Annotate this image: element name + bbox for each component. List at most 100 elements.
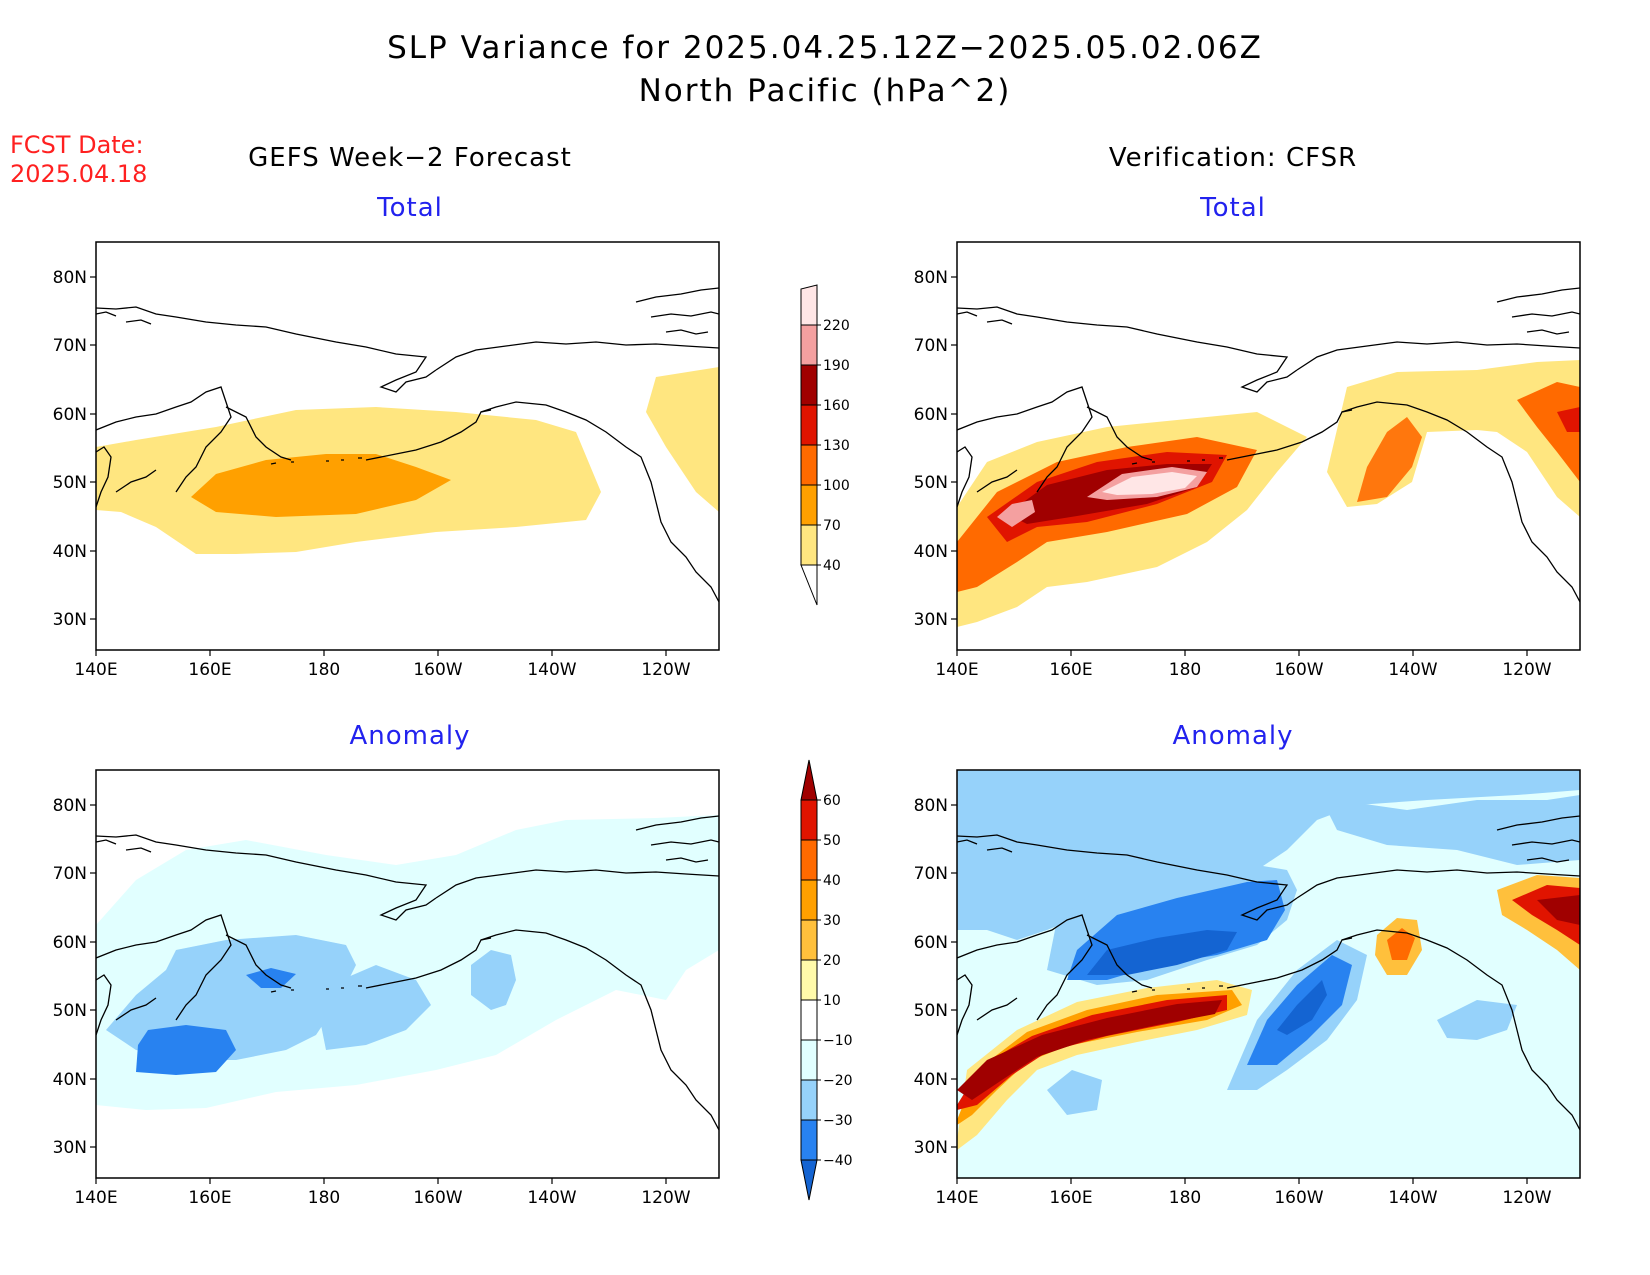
colorbar-total-label: 130 [823,438,850,454]
colorbar-anomaly-swatch [800,919,818,961]
row-label-total-right: Total [1200,193,1266,223]
colorbar-total-swatch [800,484,818,526]
lon-tick-label: 160W [413,660,462,680]
lon-tick-label: 160E [1049,660,1092,680]
lat-tick-label: 80N [53,268,87,288]
colorbar-anomaly-swatch [800,879,818,921]
colorbar-anomaly-label: −30 [823,1113,853,1129]
panel-verification-total [956,241,1581,651]
colorbar-total-label: 70 [823,518,841,534]
lat-tick-label: 70N [914,864,948,884]
colorbar-anomaly-swatch [800,1079,818,1121]
colorbar-anomaly-swatch [800,759,818,801]
lon-tick-label: 140W [527,660,576,680]
colorbar-anomaly-label: −40 [823,1153,853,1169]
lon-tick-label: 140E [74,660,117,680]
colorbar-total: 40 70 100 130 160 190 220 [800,284,850,606]
colorbar-anomaly-swatch [800,959,818,1001]
lat-tick-label: 50N [914,1001,948,1021]
colorbar-anomaly-swatch [800,1159,818,1201]
colorbar-total-swatch [800,324,818,366]
lon-tick-label: 140E [935,660,978,680]
lat-tick-label: 50N [53,473,87,493]
colorbar-anomaly: −40 −30 −20 −10 10 20 30 40 50 60 [800,759,853,1201]
lon-tick-label: 160E [188,1188,231,1208]
fcst-label: FCST Date: [10,131,144,159]
colorbar-anomaly-swatch [800,999,818,1041]
lat-tick-label: 30N [914,610,948,630]
lon-tick-label: 160E [1049,1188,1092,1208]
contour-40-east [646,367,719,512]
colorbar-total-swatch [800,444,818,486]
lat-tick-label: 30N [53,1138,87,1158]
colorbar-total-label: 160 [823,398,850,414]
lat-tick-label: 70N [914,336,948,356]
lon-tick-label: 120W [1502,1188,1551,1208]
colorbar-total-swatch [800,404,818,446]
lon-tick-label: 140W [1388,660,1437,680]
column-title-verification: Verification: CFSR [1108,143,1358,173]
lon-tick-label: 140W [527,1188,576,1208]
lon-tick-label: 180 [308,1188,340,1208]
lat-tick-label: 40N [53,542,87,562]
lat-tick-label: 80N [914,796,948,816]
colorbar-total-lower-cap [800,564,818,606]
lat-tick-label: 40N [914,1070,948,1090]
lat-tick-label: 40N [53,1070,87,1090]
lat-tick-label: 60N [53,405,87,425]
lat-tick-label: 80N [53,796,87,816]
colorbar-anomaly-swatch [800,1119,818,1161]
lon-tick-label: 120W [641,660,690,680]
lon-tick-label: 140W [1388,1188,1437,1208]
colorbar-anomaly-swatch [800,1039,818,1081]
lon-tick-label: 120W [1502,660,1551,680]
colorbar-anomaly-label: −10 [823,1033,853,1049]
lon-tick-label: 160W [1274,660,1323,680]
lat-tick-label: 60N [53,933,87,953]
lon-tick-label: 180 [308,660,340,680]
colorbar-total-swatch [800,364,818,406]
fcst-date: 2025.04.18 [10,160,148,188]
lat-tick-label: 70N [53,336,87,356]
lat-tick-label: 40N [914,542,948,562]
lat-tick-label: 80N [914,268,948,288]
lat-tick-label: 50N [914,473,948,493]
colorbar-total-swatch [800,284,818,326]
lat-tick-label: 60N [914,933,948,953]
lon-tick-label: 140E [935,1188,978,1208]
lat-tick-label: 30N [914,1138,948,1158]
contour-70 [191,454,451,517]
lon-tick-label: 140E [74,1188,117,1208]
lat-tick-label: 50N [53,1001,87,1021]
colorbar-anomaly-label: 40 [823,873,841,889]
colorbar-anomaly-label: 30 [823,913,841,929]
main-subtitle: North Pacific (hPa^2) [638,73,1012,109]
colorbar-anomaly-label: 20 [823,953,841,969]
lon-tick-label: 120W [641,1188,690,1208]
lon-tick-label: 160E [188,660,231,680]
row-label-anomaly-left: Anomaly [349,721,471,751]
colorbar-total-label: 190 [823,358,850,374]
colorbar-total-label: 100 [823,478,850,494]
panel-verification-anomaly [956,769,1581,1179]
lat-tick-label: 70N [53,864,87,884]
column-title-forecast: GEFS Week−2 Forecast [248,143,572,173]
lat-tick-label: 60N [914,405,948,425]
colorbar-anomaly-label: 60 [823,793,841,809]
panel-forecast-anomaly [95,769,720,1179]
panel-forecast-total [95,241,720,651]
lat-tick-label: 30N [53,610,87,630]
axes-layer: 80N 70N 60N 50N 40N 30N 140E 160E 180 160W 140W 120… [53,268,1552,1208]
lon-tick-label: 160W [413,1188,462,1208]
colorbar-total-label: 220 [823,318,850,334]
row-label-total-left: Total [377,193,443,223]
colorbar-anomaly-label: 10 [823,993,841,1009]
lon-tick-label: 160W [1274,1188,1323,1208]
colorbar-anomaly-swatch [800,839,818,881]
colorbar-anomaly-swatch [800,799,818,841]
lon-tick-label: 180 [1169,660,1201,680]
lon-tick-label: 180 [1169,1188,1201,1208]
main-title: SLP Variance for 2025.04.25.12Z−2025.05.… [387,30,1263,66]
